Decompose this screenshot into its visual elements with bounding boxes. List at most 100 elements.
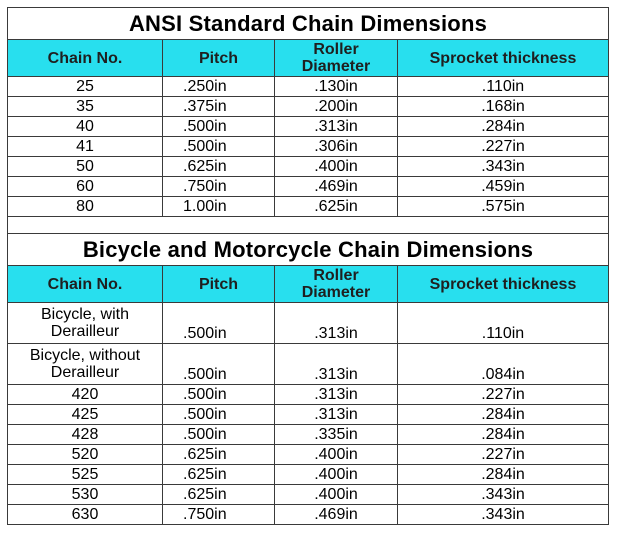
pitch-cell: .500in	[162, 116, 275, 137]
ansi-header-row: Chain No. Pitch Roller Diameter Sprocket …	[7, 39, 609, 77]
pitch-cell: .625in	[162, 444, 275, 465]
roller-cell: .400in	[274, 444, 398, 465]
sprocket-cell: .284in	[397, 404, 609, 425]
pitch-cell: 1.00in	[162, 196, 275, 217]
table-row: 41.500in .306in .227in	[7, 136, 609, 157]
bike-header-roller-diameter: Roller Diameter	[274, 265, 398, 303]
table-row: 520.625in .400in .227in	[7, 444, 609, 465]
bike-header-roller-line1: Roller	[313, 267, 359, 284]
pitch-cell: .500in	[162, 404, 275, 425]
sprocket-cell: .459in	[397, 176, 609, 197]
sprocket-cell: .227in	[397, 384, 609, 405]
pitch-cell: .375in	[162, 96, 275, 117]
chain-cell: 40	[7, 116, 163, 137]
chain-cell: 630	[7, 504, 163, 525]
chain-cell: 530	[7, 484, 163, 505]
pitch-cell: .625in	[162, 484, 275, 505]
bike-header-sprocket-thickness: Sprocket thickness	[397, 265, 609, 303]
ansi-header-roller-line2: Diameter	[301, 58, 371, 75]
table-row: 50.625in .400in .343in	[7, 156, 609, 177]
sprocket-cell: .110in	[397, 302, 609, 344]
table-row: 35.375in .200in .168in	[7, 96, 609, 117]
pitch-cell: .500in	[162, 136, 275, 157]
table-row: 630.750in .469in .343in	[7, 504, 609, 525]
roller-cell: .469in	[274, 176, 398, 197]
table-row: 40.500in .313in .284in	[7, 116, 609, 137]
table-row: 525.625in .400in .284in	[7, 464, 609, 485]
chain-line1: Bicycle, with	[40, 306, 130, 323]
section-spacer	[7, 216, 609, 234]
roller-cell: .200in	[274, 96, 398, 117]
sprocket-cell: .343in	[397, 156, 609, 177]
sprocket-cell: .575in	[397, 196, 609, 217]
pitch-cell: .500in	[162, 343, 275, 385]
chain-cell: 25	[7, 76, 163, 97]
roller-cell: .313in	[274, 116, 398, 137]
chain-cell: Bicycle, without Derailleur	[7, 343, 163, 385]
sprocket-cell: .227in	[397, 136, 609, 157]
sprocket-cell: .284in	[397, 116, 609, 137]
roller-cell: .130in	[274, 76, 398, 97]
pitch-cell: .750in	[162, 504, 275, 525]
chain-line2: Derailleur	[50, 364, 120, 381]
roller-cell: .313in	[274, 343, 398, 385]
sprocket-cell: .084in	[397, 343, 609, 385]
sprocket-cell: .227in	[397, 444, 609, 465]
table-row: 428.500in .335in .284in	[7, 424, 609, 445]
pitch-cell: .750in	[162, 176, 275, 197]
chain-line2: Derailleur	[50, 323, 120, 340]
roller-cell: .335in	[274, 424, 398, 445]
table-row: Bicycle, without Derailleur .500in .313in…	[7, 343, 609, 385]
sprocket-cell: .284in	[397, 424, 609, 445]
roller-cell: .400in	[274, 156, 398, 177]
chain-cell: 35	[7, 96, 163, 117]
chain-cell: 520	[7, 444, 163, 465]
ansi-header-roller-line1: Roller	[313, 41, 359, 58]
chain-line1: Bicycle, without	[29, 347, 141, 364]
roller-cell: .400in	[274, 484, 398, 505]
chain-dimensions-sheet: ANSI Standard Chain Dimensions Chain No.…	[7, 7, 609, 545]
ansi-header-sprocket-thickness: Sprocket thickness	[397, 39, 609, 77]
chain-dimensions-table: ANSI Standard Chain Dimensions Chain No.…	[7, 7, 609, 525]
sprocket-cell: .168in	[397, 96, 609, 117]
pitch-cell: .625in	[162, 156, 275, 177]
roller-cell: .313in	[274, 302, 398, 344]
ansi-header-roller-diameter: Roller Diameter	[274, 39, 398, 77]
bike-header-chain-no: Chain No.	[7, 265, 163, 303]
chain-cell: Bicycle, with Derailleur	[7, 302, 163, 344]
table-row: 530.625in .400in .343in	[7, 484, 609, 505]
pitch-cell: .500in	[162, 424, 275, 445]
chain-cell: 420	[7, 384, 163, 405]
bike-table-title: Bicycle and Motorcycle Chain Dimensions	[7, 233, 609, 266]
bike-header-row: Chain No. Pitch Roller Diameter Sprocket …	[7, 265, 609, 303]
chain-cell: 428	[7, 424, 163, 445]
roller-cell: .400in	[274, 464, 398, 485]
sprocket-cell: .284in	[397, 464, 609, 485]
sprocket-cell: .110in	[397, 76, 609, 97]
ansi-header-pitch: Pitch	[162, 39, 275, 77]
sprocket-cell: .343in	[397, 504, 609, 525]
bike-header-roller-line2: Diameter	[301, 284, 371, 301]
roller-cell: .313in	[274, 404, 398, 425]
pitch-cell: .500in	[162, 302, 275, 344]
pitch-cell: .625in	[162, 464, 275, 485]
chain-cell: 60	[7, 176, 163, 197]
chain-cell: 425	[7, 404, 163, 425]
roller-cell: .625in	[274, 196, 398, 217]
ansi-header-chain-no: Chain No.	[7, 39, 163, 77]
chain-cell: 525	[7, 464, 163, 485]
roller-cell: .313in	[274, 384, 398, 405]
pitch-cell: .250in	[162, 76, 275, 97]
chain-cell: 80	[7, 196, 163, 217]
chain-cell: 50	[7, 156, 163, 177]
chain-cell: 41	[7, 136, 163, 157]
roller-cell: .469in	[274, 504, 398, 525]
roller-cell: .306in	[274, 136, 398, 157]
table-row: 420.500in .313in .227in	[7, 384, 609, 405]
sprocket-cell: .343in	[397, 484, 609, 505]
table-row: Bicycle, with Derailleur .500in .313in .1…	[7, 302, 609, 344]
table-row: 60.750in .469in .459in	[7, 176, 609, 197]
table-row: 25.250in .130in .110in	[7, 76, 609, 97]
ansi-table-title: ANSI Standard Chain Dimensions	[7, 7, 609, 40]
table-row: 80 1.00in .625in .575in	[7, 196, 609, 217]
